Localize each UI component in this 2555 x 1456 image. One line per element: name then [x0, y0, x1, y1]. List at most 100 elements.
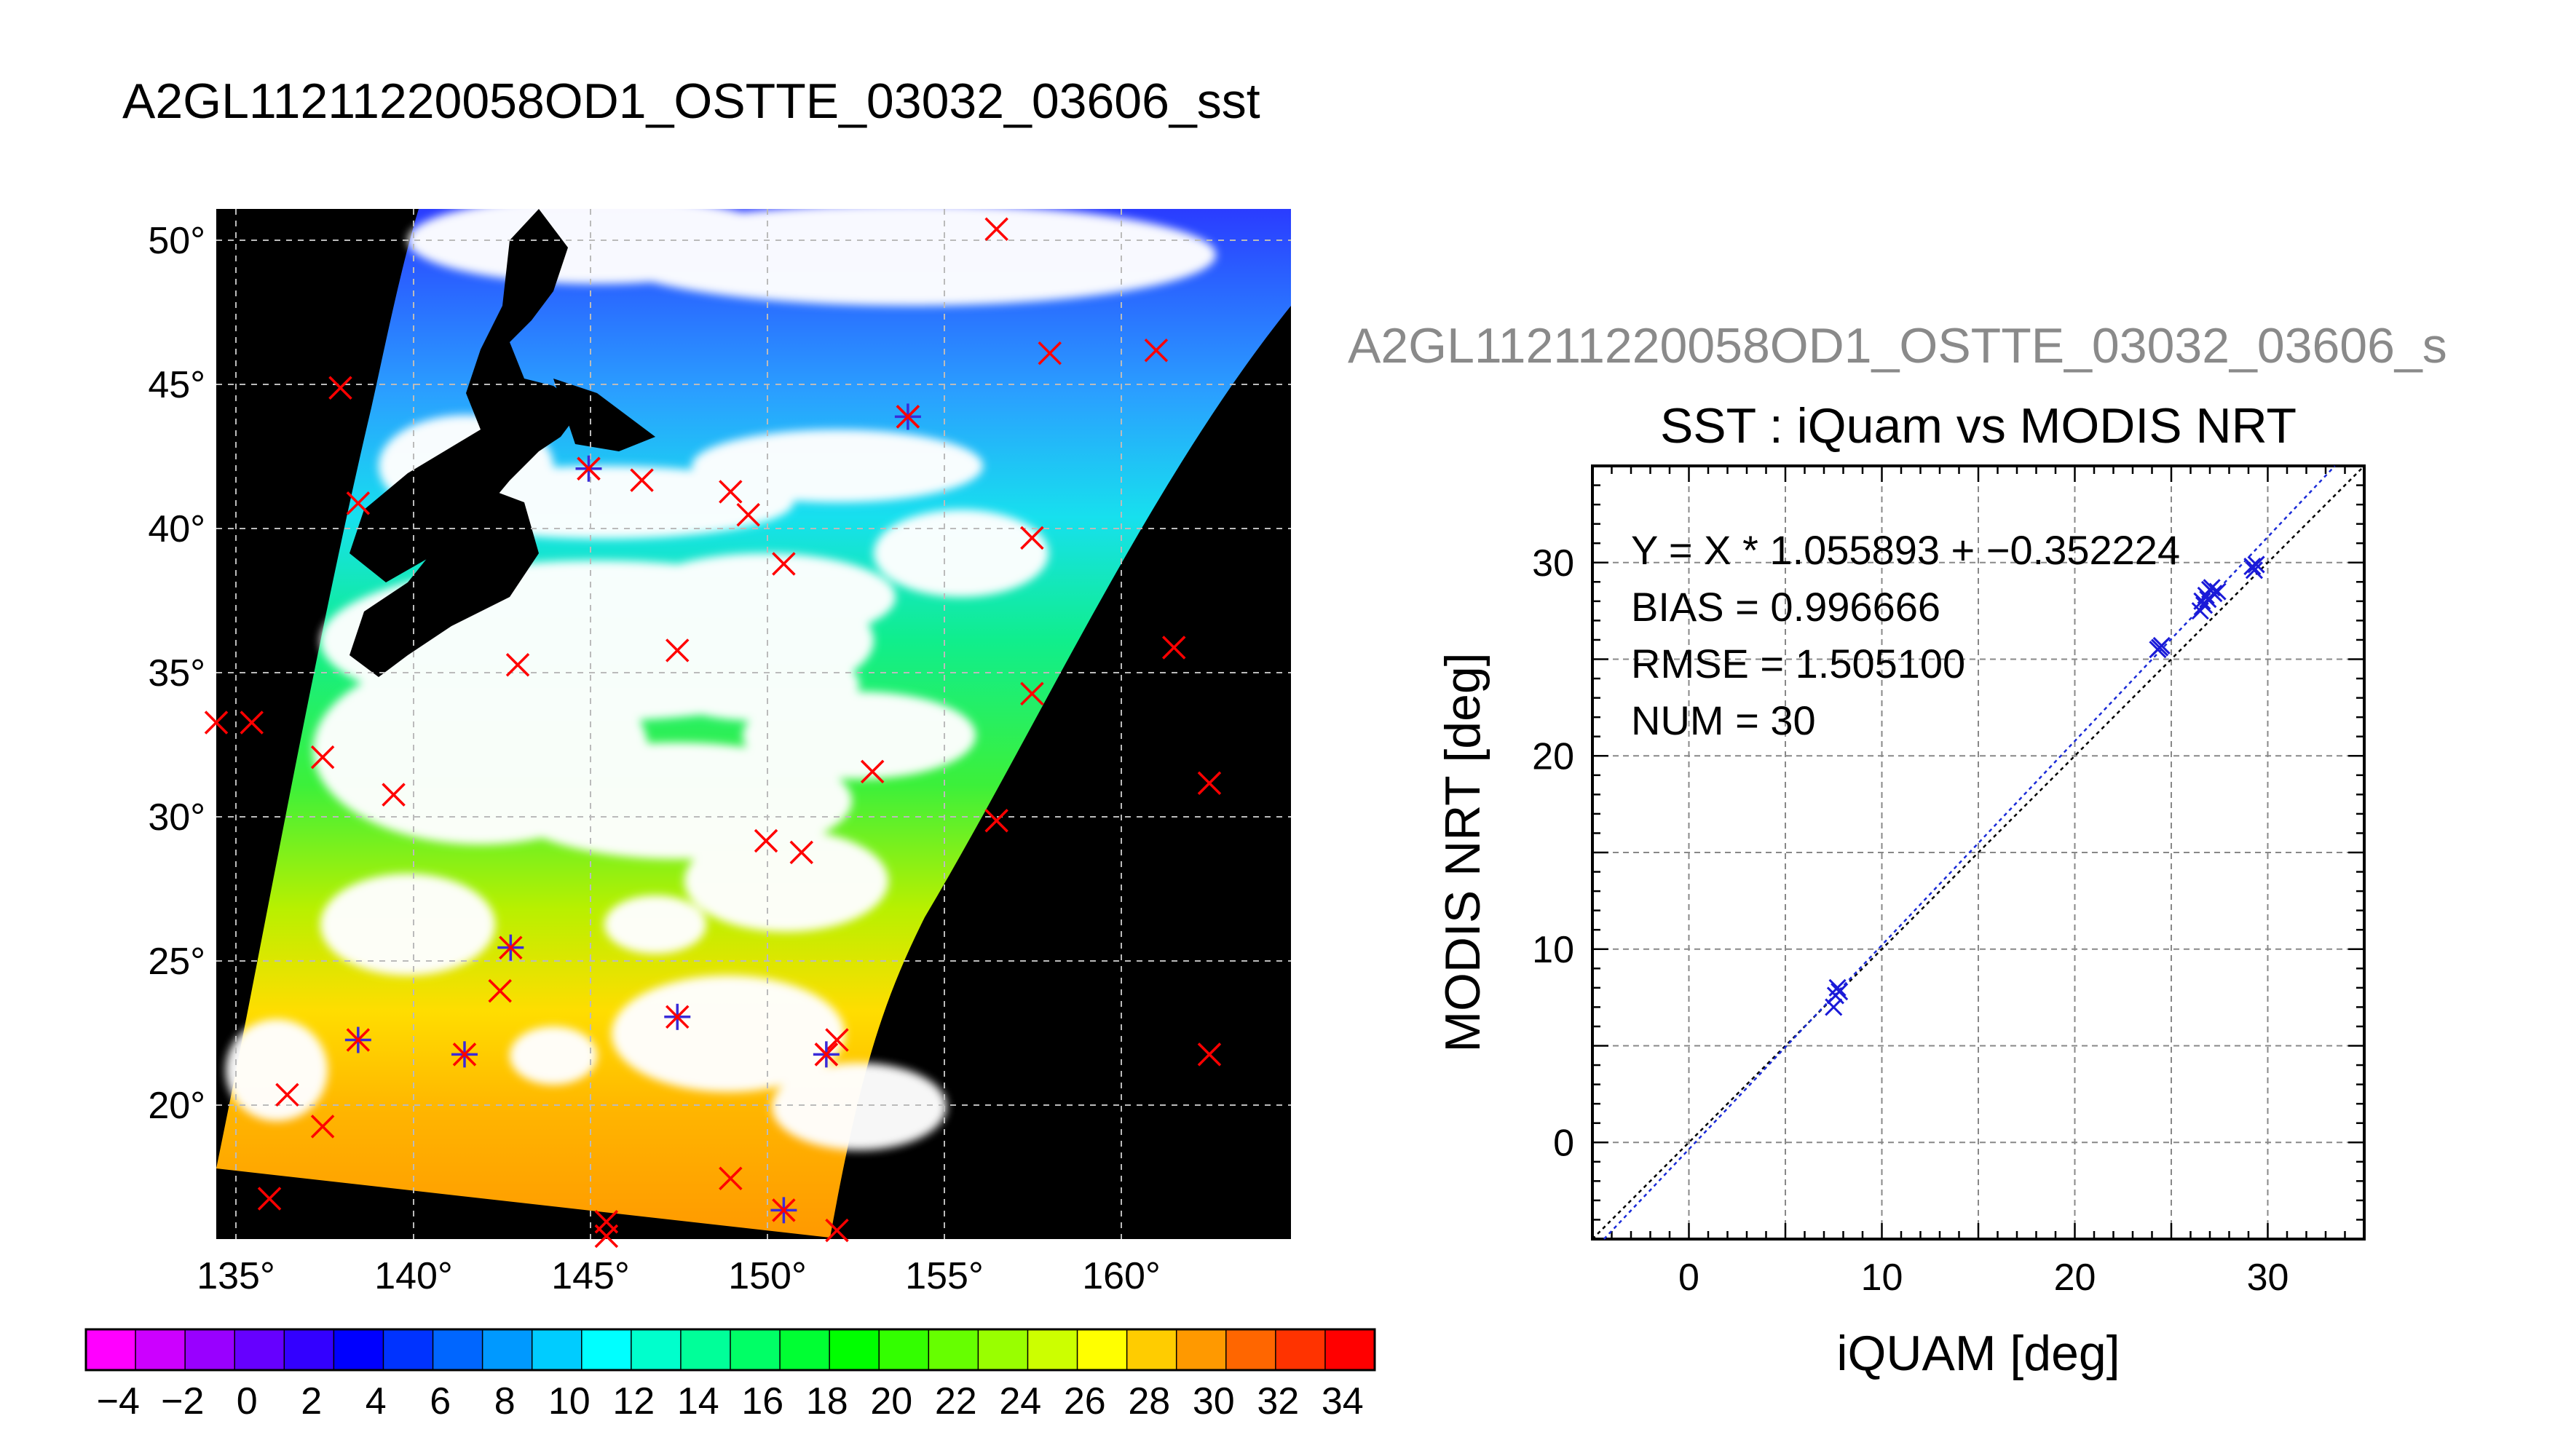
scatter-point: [2243, 557, 2262, 576]
map-y-tick: 30°: [148, 796, 205, 839]
colorbar-cell: [928, 1329, 979, 1371]
station-marker-x: [825, 1028, 849, 1052]
station-marker-x: [505, 653, 530, 677]
scatter-point: [2151, 638, 2169, 657]
colorbar-cell: [977, 1329, 1029, 1371]
colorbar-tick-label: 32: [1257, 1380, 1299, 1423]
station-marker-x: [275, 1083, 299, 1107]
map-x-tick: 145°: [551, 1255, 630, 1297]
rmse-value: RMSE = 1.505100: [1631, 641, 1965, 687]
station-marker-x: [630, 468, 654, 492]
colorbar-tick-label: 0: [237, 1380, 258, 1423]
station-marker-x: [240, 711, 264, 735]
colorbar-tick-label: 34: [1322, 1380, 1364, 1423]
colorbar-tick-label: 14: [677, 1380, 719, 1423]
colorbar-cell: [382, 1329, 434, 1371]
colorbar-cell: [432, 1329, 483, 1371]
colorbar-tick-label: 20: [870, 1380, 912, 1423]
colorbar-tick-label: 18: [806, 1380, 848, 1423]
scatter-x-tick-label: 0: [1678, 1257, 1699, 1299]
station-marker-x: [1144, 338, 1169, 363]
colorbar-tick-label: 22: [935, 1380, 977, 1423]
colorbar-tick-label: 16: [741, 1380, 783, 1423]
scatter-title: SST : iQuam vs MODIS NRT: [1660, 398, 2297, 454]
scatter-y-tick-label: 30: [1532, 542, 1574, 585]
map-y-tick: 45°: [148, 364, 205, 406]
scatter-x-tick-label: 10: [1861, 1257, 1903, 1299]
station-marker-x: [666, 638, 690, 662]
colorbar-cell: [531, 1329, 583, 1371]
colorbar-cell: [1275, 1329, 1327, 1371]
station-marker-x: [754, 828, 778, 853]
colorbar-cell: [878, 1329, 930, 1371]
scatter-y-tick-label: 10: [1532, 929, 1574, 971]
station-marker-x: [1197, 1042, 1222, 1067]
colorbar-cell: [1126, 1329, 1177, 1371]
map-grid: [216, 209, 1291, 1239]
colorbar-cell: [779, 1329, 831, 1371]
colorbar-tick-label: 10: [548, 1380, 591, 1423]
station-marker-x: [719, 480, 743, 504]
colorbar-tick-label: 4: [366, 1380, 387, 1423]
station-marker-x: [310, 745, 335, 769]
station-marker-x: [257, 1187, 282, 1211]
scatter-plot: SST : iQuam vs MODIS NRT 0 10 20 300102030 …: [1435, 398, 2366, 1381]
station-marker-x: [825, 1218, 849, 1243]
station-marker-x: [1020, 681, 1044, 706]
map-y-tick: 35°: [148, 652, 205, 695]
colorbar-cell: [581, 1329, 633, 1371]
station-marker-x: [860, 759, 885, 784]
scatter-point: [2245, 561, 2264, 579]
map-y-tick: 20°: [148, 1085, 205, 1127]
station-marker-x: [736, 502, 760, 527]
colorbar-cell: [631, 1329, 682, 1371]
main-title: A2GL11211220058OD1_OSTTE_03032_03606_sst: [122, 74, 1260, 129]
colorbar-cell: [135, 1329, 186, 1371]
scatter-point: [2195, 596, 2214, 614]
colorbar-tick-label: 12: [612, 1380, 655, 1423]
colorbar-cell: [1027, 1329, 1078, 1371]
map-station-markers: [204, 217, 1222, 1249]
station-marker-x: [984, 809, 1008, 833]
scatter-y-tick-label: 0: [1553, 1122, 1574, 1164]
station-marker-x: [594, 1224, 619, 1249]
colorbar-tick-label: 6: [430, 1380, 451, 1423]
scatter-overflow-title: A2GL11211220058OD1_OSTTE_03032_03606_s: [1348, 318, 2447, 373]
scatter-point: [2247, 555, 2265, 574]
map-x-tick: 160°: [1082, 1255, 1161, 1297]
station-marker-star: [344, 1026, 371, 1053]
colorbar-tick-label: 8: [494, 1380, 516, 1423]
map-y-tick-labels: 50° 45° 40° 35° 30° 25° 20°: [148, 220, 205, 1127]
colorbar-tick-label: 24: [999, 1380, 1041, 1423]
colorbar-cell: [234, 1329, 285, 1371]
scatter-ylabel: MODIS NRT [deg]: [1435, 652, 1490, 1052]
colorbar-tick-label: −2: [161, 1380, 204, 1423]
fit-equation: Y = X * 1.055893 + −0.352224: [1631, 527, 2180, 573]
num-value: NUM = 30: [1631, 697, 1816, 743]
scatter-point: [1831, 983, 1849, 1001]
bias-value: BIAS = 0.996666: [1631, 584, 1940, 630]
station-marker-x: [789, 840, 813, 865]
station-marker-star: [497, 934, 524, 961]
map-x-tick: 155°: [905, 1255, 984, 1297]
colorbar-frame: [84, 1328, 1376, 1372]
scatter-points: [1825, 555, 2265, 1016]
map-x-tick: 150°: [728, 1255, 807, 1297]
colorbar-cell: [1175, 1329, 1228, 1371]
station-marker-x: [382, 783, 406, 807]
colorbar-tick-label: 26: [1064, 1380, 1106, 1423]
colorbar-cell: [1225, 1329, 1277, 1371]
scatter-x-tick-label: 30: [2247, 1257, 2289, 1299]
station-marker-star: [451, 1041, 478, 1068]
station-marker-x: [1038, 341, 1062, 365]
station-marker-star: [894, 403, 921, 430]
station-marker-star: [575, 455, 602, 482]
station-marker-x: [328, 376, 352, 400]
station-marker-x: [488, 978, 512, 1003]
colorbar-cell: [85, 1329, 137, 1371]
land-japan: [350, 209, 655, 677]
scatter-x-tick-label: 20: [2054, 1257, 2096, 1299]
station-marker-x: [1020, 526, 1044, 550]
scatter-stats: Y = X * 1.055893 + −0.352224 BIAS = 0.99…: [1631, 527, 2180, 743]
